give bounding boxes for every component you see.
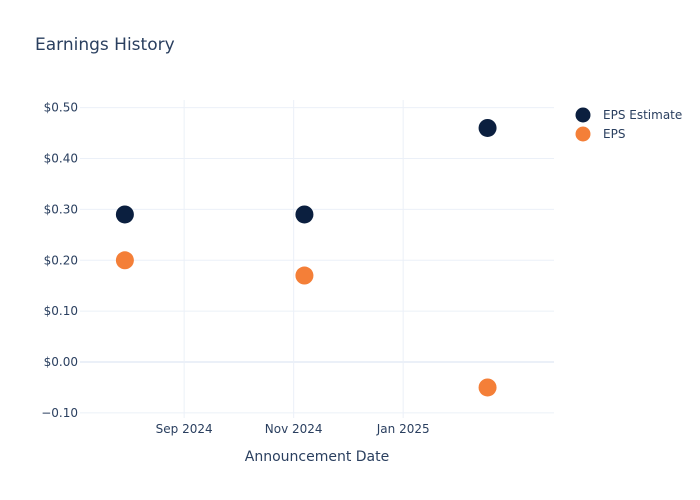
x-tick-label: Jan 2025 <box>376 422 430 436</box>
y-tick-label: $0.20 <box>44 253 78 267</box>
data-markers <box>115 118 497 397</box>
y-tick-label: $0.30 <box>44 202 78 216</box>
x-axis-ticks: Sep 2024 Nov 2024 Jan 2025 <box>156 422 430 436</box>
y-tick-label: $0.40 <box>44 152 78 166</box>
y-tick-label: $0.00 <box>44 355 78 369</box>
eps-point[interactable] <box>295 266 314 285</box>
y-tick-label: $0.50 <box>44 101 78 115</box>
eps-legend-marker[interactable] <box>575 126 591 142</box>
chart-title: Earnings History <box>35 35 175 55</box>
y-tick-label: $0.10 <box>44 304 78 318</box>
eps-estimate-point[interactable] <box>478 118 497 137</box>
eps-estimate-legend-label[interactable]: EPS Estimate <box>603 108 682 122</box>
eps-point[interactable] <box>478 378 497 397</box>
y-tick-label: −0.10 <box>41 406 78 420</box>
x-tick-label: Sep 2024 <box>156 422 213 436</box>
eps-estimate-point[interactable] <box>295 205 314 224</box>
legend[interactable]: EPS Estimate EPS <box>575 107 683 142</box>
eps-point[interactable] <box>115 251 134 270</box>
y-axis-ticks: $0.50 $0.40 $0.30 $0.20 $0.10 $0.00 −0.10 <box>41 101 78 420</box>
eps-estimate-point[interactable] <box>115 205 134 224</box>
x-axis-title: Announcement Date <box>245 449 389 465</box>
eps-estimate-legend-marker[interactable] <box>575 107 591 123</box>
grid-lines <box>80 100 554 418</box>
x-tick-label: Nov 2024 <box>265 422 323 436</box>
eps-legend-label[interactable]: EPS <box>603 127 625 141</box>
